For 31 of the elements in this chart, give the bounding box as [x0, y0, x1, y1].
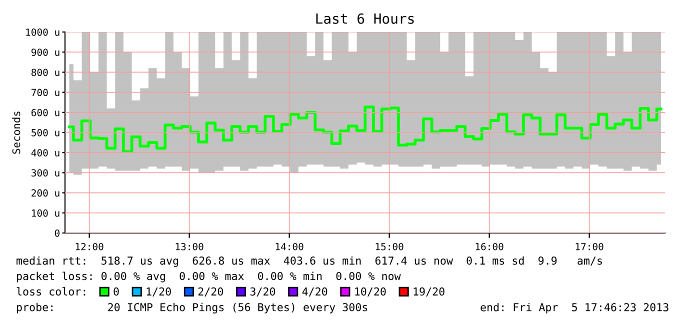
- y-tick-label: 400 u: [31, 149, 60, 156]
- y-tick-label: 0: [54, 230, 60, 237]
- x-tick-label: 13:00: [176, 242, 204, 250]
- y-tick-label: 700 u: [32, 88, 60, 96]
- y-tick-label: 200 u: [32, 189, 60, 197]
- legend-label: 2/20: [198, 287, 223, 296]
- x-tick-label: 17:00: [576, 242, 604, 250]
- x-tick-label: 15:00: [376, 242, 404, 250]
- legend-label: 4/20: [302, 287, 328, 296]
- legend-label: 19/20: [414, 287, 444, 296]
- legend-title: loss color:: [16, 287, 86, 296]
- x-tick-label: 12:00: [76, 242, 104, 250]
- legend-label: 3/20: [250, 287, 276, 296]
- y-tick-label: 600 u: [32, 108, 60, 116]
- legend-label: 0: [114, 287, 119, 296]
- text: end: Fri Apr 5 17:46:23 2013: [480, 302, 668, 314]
- chart-title: Last 6 Hours: [316, 13, 414, 24]
- y-tick-label: 900 u: [31, 48, 60, 56]
- x-tick-label: 16:00: [476, 242, 504, 250]
- text: packet loss: 0.00 % avg 0.00 % max 0.00 % min 0.00 % now: [17, 272, 401, 282]
- y-axis-title: Seconds: [12, 112, 20, 154]
- legend-label: 1/20: [146, 287, 171, 296]
- legend-label: 10/20: [355, 287, 386, 296]
- y-tick-label: 800 u: [31, 68, 60, 76]
- text: median rtt: 518.7 us avg 626.8 us max 403.6 us min 617.4 us now 0.1 ms sd 9.9 am/s: [16, 256, 602, 267]
- y-tick-label: 300 u: [32, 169, 60, 177]
- y-tick-label: 500 u: [32, 129, 60, 136]
- y-tick-label: 100 u: [32, 209, 60, 217]
- text: probe: 20 ICMP Echo Pings (56 Bytes) every 300s: [17, 302, 368, 314]
- y-tick-label: 1000 u: [26, 28, 60, 36]
- x-tick-label: 14:00: [276, 242, 304, 250]
